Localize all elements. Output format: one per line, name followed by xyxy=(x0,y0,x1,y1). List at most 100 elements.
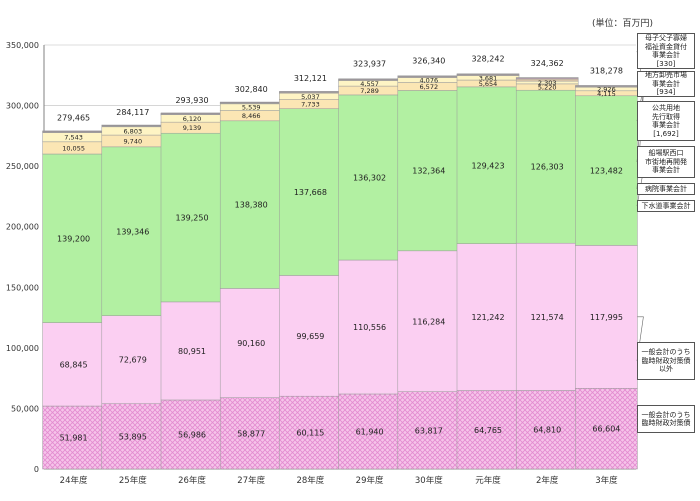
segment-value-label: 5,539 xyxy=(242,104,261,112)
unit-label: (単位：百万円) xyxy=(592,19,654,29)
bar-segment xyxy=(575,245,638,389)
total-value-label: 323,937 xyxy=(353,60,386,69)
legend-general-other-label: 一般会計のうち 臨時財政対策債 以外 xyxy=(641,348,691,374)
segment-value-label: 90,160 xyxy=(237,339,265,348)
bar-segment xyxy=(279,395,342,470)
segment-value-label: 110,556 xyxy=(353,323,386,332)
segment-value-label: 121,574 xyxy=(531,313,564,322)
segment-value-label: 72,679 xyxy=(119,356,147,365)
segment-value-label: 64,765 xyxy=(474,426,502,435)
segment-value-label: 129,423 xyxy=(471,161,504,170)
bar-segment xyxy=(160,112,224,114)
x-category-label: 26年度 xyxy=(178,475,206,486)
segment-value-label: 9,139 xyxy=(183,124,202,132)
bar-segment xyxy=(397,90,461,252)
y-tick-label: 100,000 xyxy=(6,344,39,353)
segment-value-label: 3,681 xyxy=(479,74,498,82)
bar-segment xyxy=(456,390,520,470)
segment-value-label: 139,346 xyxy=(116,227,149,236)
segment-value-label: 7,289 xyxy=(360,87,379,95)
segment-value-label: 80,951 xyxy=(178,347,206,356)
x-category-label: 元年度 xyxy=(475,475,501,486)
x-category-label: 30年度 xyxy=(415,475,443,486)
total-value-label: 312,121 xyxy=(294,74,327,83)
segment-value-label: 126,303 xyxy=(531,163,564,172)
bar-segment xyxy=(397,250,461,392)
bar-segment xyxy=(338,94,401,261)
bar-segment xyxy=(101,124,165,126)
segment-value-label: 117,995 xyxy=(590,313,623,322)
legend-public-land: 公共用地 先行取得 事業会計 [1,692] xyxy=(637,101,695,141)
segment-value-label: 4,076 xyxy=(419,77,438,85)
legend-general-rinji: 一般会計のうち 臨時財政対策債 xyxy=(637,405,695,433)
segment-value-label: 4,115 xyxy=(597,90,616,98)
segment-value-label: 58,877 xyxy=(237,429,265,438)
segment-value-label: 5,220 xyxy=(538,84,557,92)
legend-sewer: 下水道事業会計 xyxy=(637,200,695,212)
bar-segment xyxy=(160,132,224,303)
segment-value-label: 2,926 xyxy=(597,86,616,94)
segment-value-label: 2,303 xyxy=(538,79,557,87)
legend-sewer-label: 下水道事業会計 xyxy=(641,201,691,210)
segment-value-label: 132,364 xyxy=(412,167,445,176)
segment-value-label: 8,466 xyxy=(242,112,261,120)
bar-segment xyxy=(279,275,342,397)
x-category-label: 3年度 xyxy=(595,475,618,486)
bar-segment xyxy=(456,243,520,391)
segment-value-label: 99,659 xyxy=(296,332,324,341)
total-value-label: 324,362 xyxy=(531,59,564,68)
segment-value-label: 6,120 xyxy=(183,115,202,123)
segment-value-label: 139,200 xyxy=(57,234,90,243)
segment-value-label: 64,810 xyxy=(533,426,561,435)
segment-value-label: 6,572 xyxy=(419,83,438,91)
total-value-label: 293,930 xyxy=(175,96,208,105)
legend-boshi-fund: 母子父子寡婦 福祉資金貸付 事業会計 [330] xyxy=(637,33,695,69)
x-category-label: 2年度 xyxy=(536,475,559,486)
segment-value-label: 5,654 xyxy=(479,80,498,88)
legend-general-other: 一般会計のうち 臨時財政対策債 以外 xyxy=(637,342,695,380)
segment-value-label: 139,250 xyxy=(175,214,208,223)
bar-segment xyxy=(101,146,165,316)
bar-segment xyxy=(219,288,283,398)
total-value-label: 279,465 xyxy=(57,113,90,122)
bar-segment xyxy=(279,108,342,276)
bar-segment xyxy=(42,153,105,323)
bar-segment xyxy=(456,86,520,244)
y-tick-label: 50,000 xyxy=(11,404,39,413)
segment-value-label: 51,981 xyxy=(60,434,88,443)
segment-value-label: 61,940 xyxy=(356,427,384,436)
segment-value-label: 4,557 xyxy=(360,80,379,88)
segment-value-label: 7,733 xyxy=(301,100,320,108)
bar-segment xyxy=(575,95,638,246)
total-value-label: 318,278 xyxy=(590,66,623,75)
total-value-label: 284,117 xyxy=(116,108,149,117)
bar-segment xyxy=(515,390,579,470)
legend-hospital-label: 病院事業会計 xyxy=(645,184,687,193)
bar-segment xyxy=(42,130,105,132)
x-category-label: 24年度 xyxy=(60,475,88,486)
legend-market: 地方卸売市場 事業会計 [934] xyxy=(637,71,695,97)
y-tick-label: 300,000 xyxy=(6,102,39,111)
y-tick-label: 200,000 xyxy=(6,223,39,232)
x-category-label: 27年度 xyxy=(237,475,265,486)
segment-value-label: 5,037 xyxy=(301,93,320,101)
legend-market-label: 地方卸売市場 事業会計 [934] xyxy=(645,71,687,97)
bar-segment xyxy=(219,397,283,470)
bar-segment xyxy=(456,73,520,75)
legend-senba-redevelopment: 船場駅西口 市街地再開発 事業会計 xyxy=(637,146,695,178)
segment-value-label: 121,242 xyxy=(471,313,504,322)
segment-value-label: 116,284 xyxy=(412,317,445,326)
bar-segment xyxy=(101,403,165,470)
legend-hospital: 病院事業会計 xyxy=(637,183,695,195)
bars xyxy=(42,73,638,470)
segment-value-label: 53,895 xyxy=(119,432,147,441)
legend-public-land-label: 公共用地 先行取得 事業会計 [1,692] xyxy=(652,104,680,138)
segment-value-label: 137,668 xyxy=(294,188,327,197)
legend-boshi-label: 母子父子寡婦 福祉資金貸付 事業会計 [330] xyxy=(645,34,687,68)
total-value-label: 328,242 xyxy=(471,54,504,63)
segment-value-label: 123,482 xyxy=(590,167,623,176)
bar-segment xyxy=(160,301,224,401)
data-labels: 51,981 68,845 139,200 10,055 7,543 279,465 24年… xyxy=(57,54,623,486)
bar-segment xyxy=(515,89,579,244)
